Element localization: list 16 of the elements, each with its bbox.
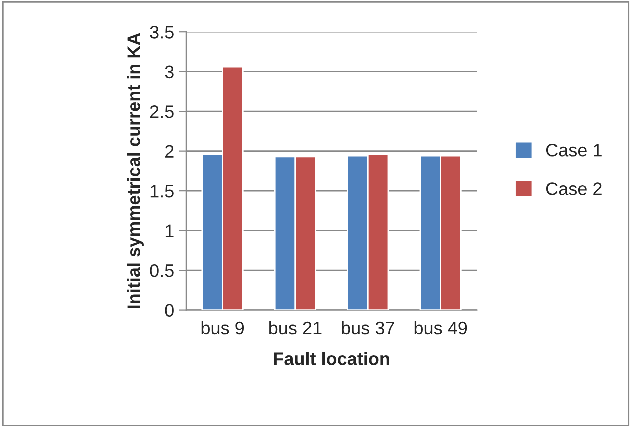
x-axis-title: Fault location xyxy=(274,352,390,366)
legend-label: Case 1 xyxy=(546,144,602,157)
y-tick-label: 3.5 xyxy=(150,26,174,39)
y-tick-label: 0 xyxy=(165,304,174,318)
y-tick-label: 2.5 xyxy=(150,106,174,118)
y-tick-label: 3 xyxy=(165,66,174,79)
x-tick-label: bus 9 xyxy=(202,321,244,335)
x-tick-label: bus 21 xyxy=(270,321,322,335)
x-tick-label: bus 37 xyxy=(342,321,394,335)
y-tick-label: 2 xyxy=(166,145,174,158)
y-axis-title: Initial symmetrical current in KA xyxy=(127,33,144,308)
y-tick-label: 0.5 xyxy=(150,264,174,278)
y-tick-label: 1.5 xyxy=(150,185,174,198)
legend-label: Case 2 xyxy=(546,182,602,196)
y-tick-label: 1 xyxy=(166,224,174,238)
x-tick-label: bus 49 xyxy=(414,321,468,335)
